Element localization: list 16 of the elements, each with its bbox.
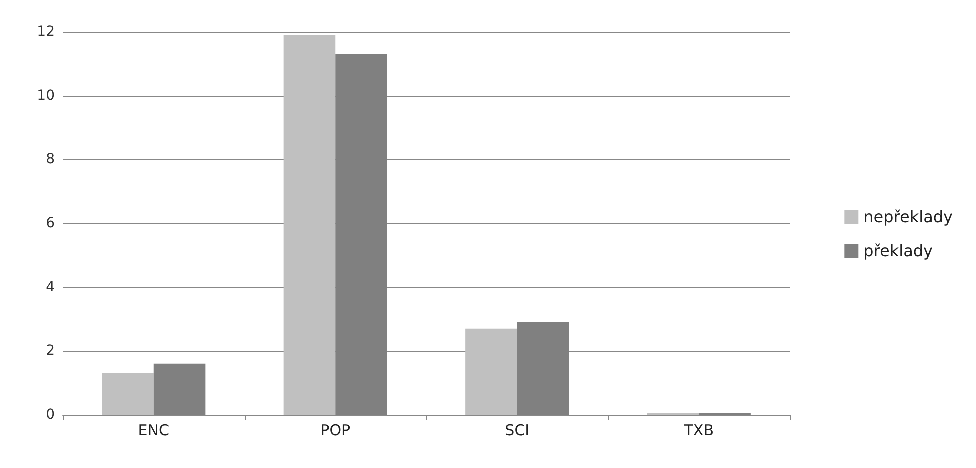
bar: [102, 374, 154, 415]
y-tick-label: 10: [37, 88, 55, 104]
y-tick-label: 2: [46, 343, 55, 360]
legend-label: překlady: [864, 242, 934, 260]
y-tick-label: 4: [46, 279, 56, 296]
bar: [466, 328, 518, 415]
x-tick-label: ENC: [138, 422, 170, 440]
y-tick-label: 6: [46, 216, 56, 232]
y-tick-label: 0: [46, 407, 55, 423]
legend-label: nepřeklady: [864, 208, 954, 226]
x-tick-label: TXB: [683, 422, 714, 440]
y-tick-label: 12: [37, 24, 55, 40]
y-tick-label: 8: [46, 152, 55, 168]
bar: [284, 35, 336, 415]
x-tick-label: POP: [320, 422, 351, 440]
x-tick-label: SCI: [505, 422, 530, 440]
